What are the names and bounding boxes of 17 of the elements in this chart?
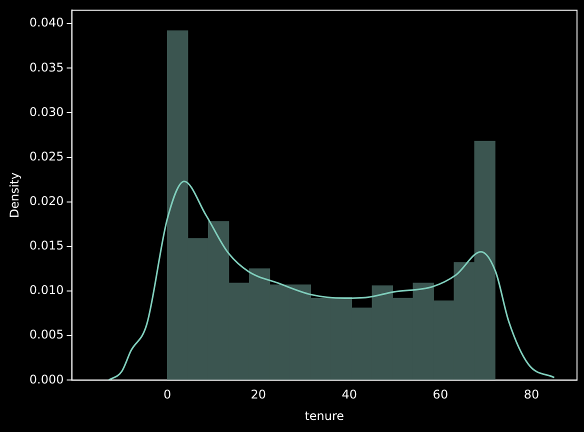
x-tick-label: 80 xyxy=(524,388,540,402)
x-tick-label: 20 xyxy=(250,388,266,402)
y-tick-label: 0.005 xyxy=(29,328,64,342)
x-tick-label: 60 xyxy=(432,388,448,402)
x-axis-title: tenure xyxy=(304,408,344,423)
y-axis-title: Density xyxy=(7,172,22,218)
y-tick-label: 0.010 xyxy=(29,283,64,298)
x-tick-label: 0 xyxy=(164,388,172,402)
y-tick-label: 0.040 xyxy=(29,16,64,30)
y-tick-label: 0.025 xyxy=(29,149,64,164)
x-tick-label: 40 xyxy=(342,388,358,402)
y-tick-label: 0.030 xyxy=(29,104,64,119)
y-tick-label: 0.015 xyxy=(29,238,64,253)
y-tick-label: 0.035 xyxy=(29,60,64,74)
y-tick-label: 0.020 xyxy=(29,194,64,208)
y-tick-label: 0.000 xyxy=(29,372,64,386)
line-series xyxy=(108,180,556,380)
